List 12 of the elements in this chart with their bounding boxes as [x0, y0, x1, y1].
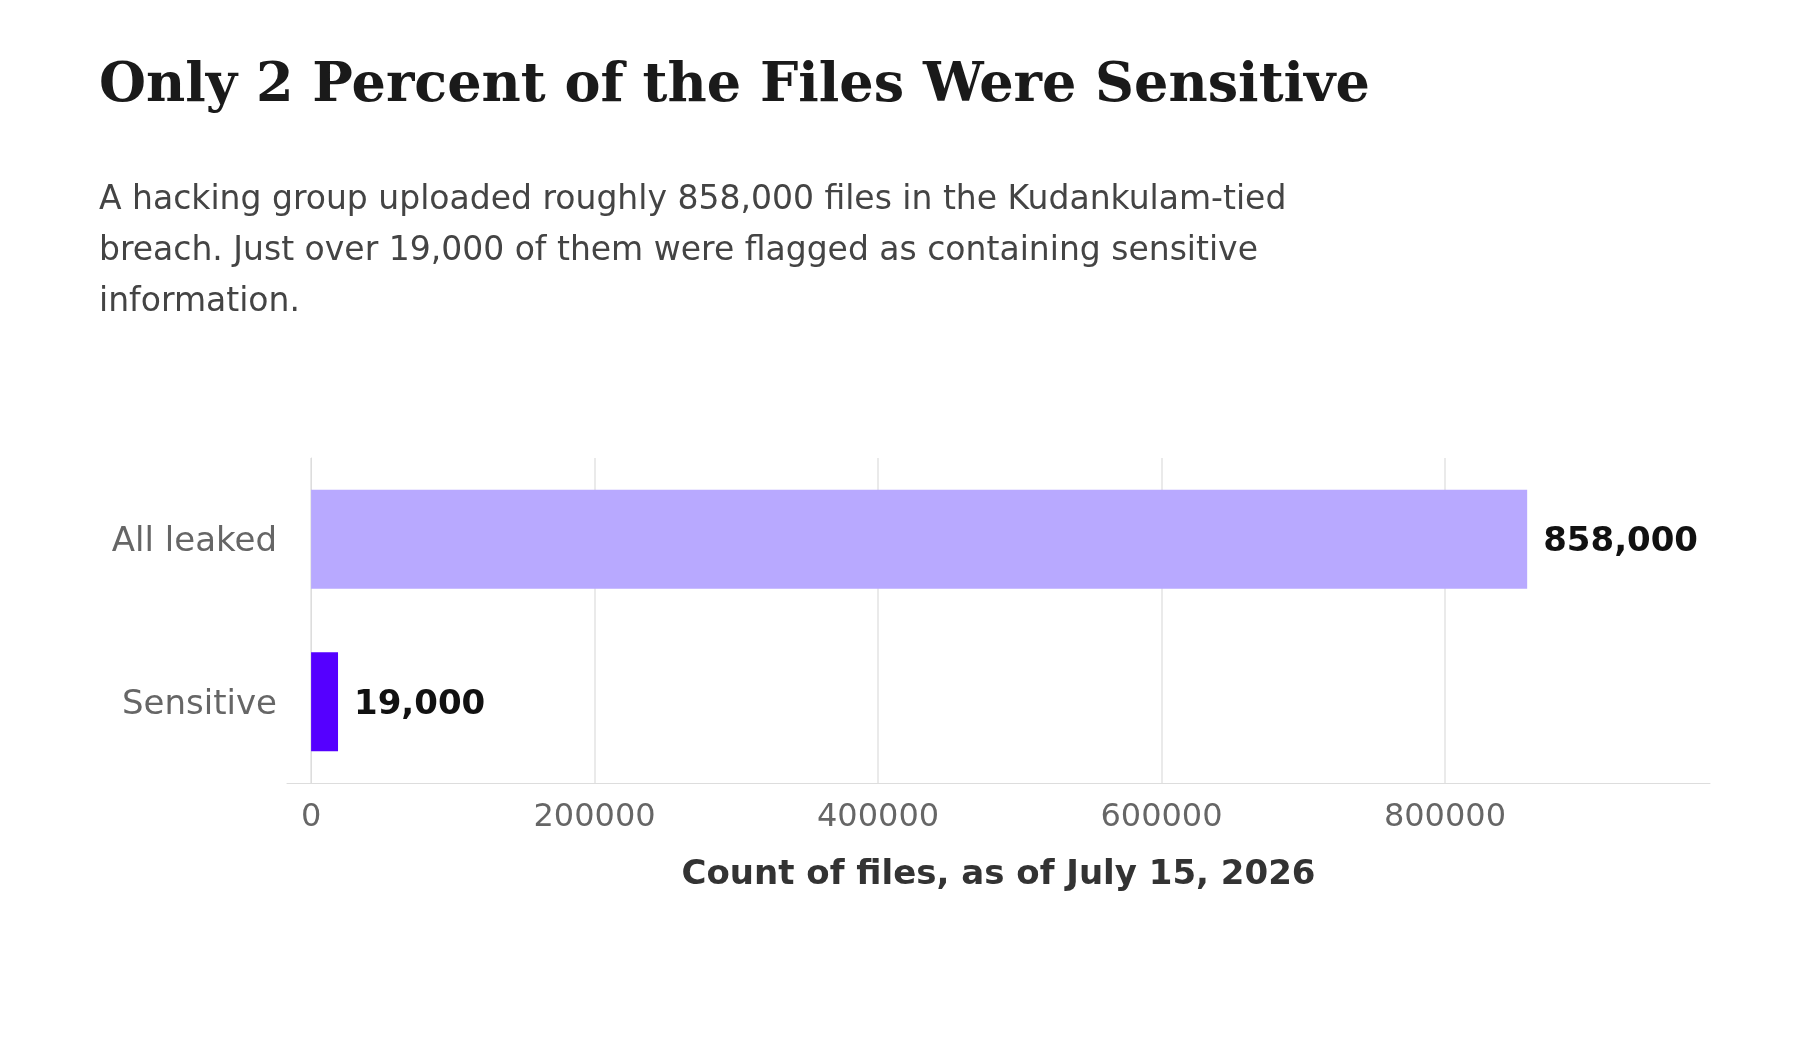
x-tick-label: 600000: [1100, 796, 1223, 834]
data-label: 858,000: [1543, 519, 1699, 560]
y-tick-label: Sensitive: [121, 681, 277, 722]
x-axis-title: Count of files, as of July 15, 2026: [681, 852, 1316, 892]
x-tick-label: 0: [300, 796, 322, 834]
chart-title: Only 2 Percent of the Files Were Sensitive: [99, 50, 1370, 114]
chart-subtitle: A hacking group uploaded roughly 858,000 files in the Kudankulam-tied breach. Just over 19,000 of them were flagged as containing sensitive information.: [99, 177, 1288, 321]
x-tick-label: 200000: [533, 796, 656, 834]
y-tick-label: All leaked: [111, 519, 277, 560]
data-label: 19,000: [354, 681, 486, 722]
x-tick-label: 800000: [1383, 796, 1507, 834]
x-tick-label: 400000: [816, 796, 940, 834]
